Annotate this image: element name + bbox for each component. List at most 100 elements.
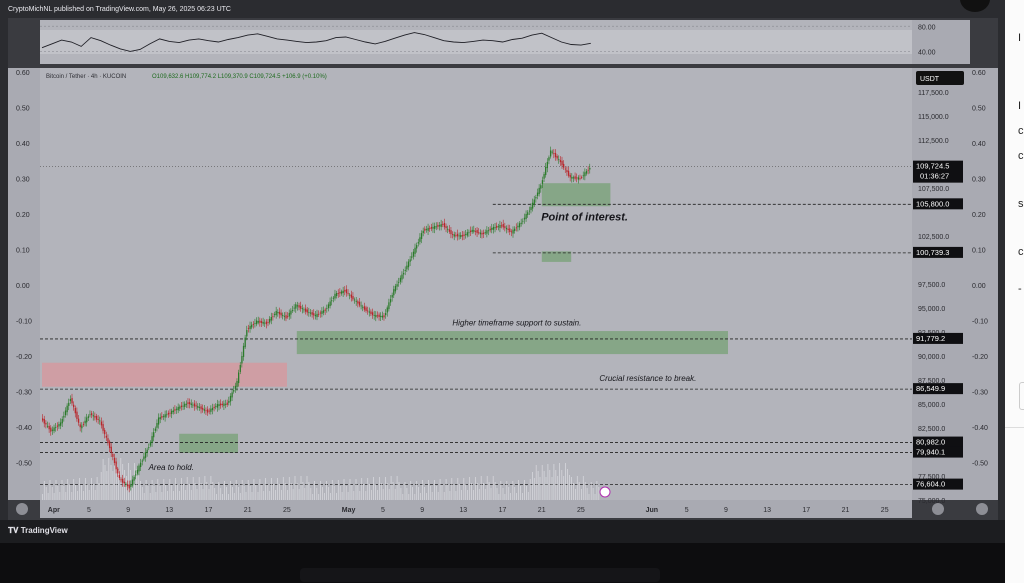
- candle-body: [540, 185, 542, 189]
- candle-body: [572, 177, 575, 179]
- candle-body: [556, 156, 558, 159]
- volume-bar: [555, 470, 557, 500]
- volume-bar: [253, 479, 255, 500]
- volume-bar: [273, 484, 274, 500]
- candle-body: [383, 315, 385, 318]
- candle-body: [254, 323, 256, 324]
- volume-bar: [392, 482, 394, 500]
- candle-body: [151, 436, 153, 444]
- left-axis-tick: -0.50: [16, 461, 32, 468]
- candle-body: [220, 403, 222, 406]
- volume-bar: [96, 477, 98, 500]
- volume-bar: [147, 486, 149, 500]
- candle-body: [398, 281, 400, 283]
- candle-body: [282, 314, 284, 316]
- candle-body: [432, 226, 434, 229]
- candle-body: [161, 416, 163, 418]
- volume-bar: [167, 491, 168, 500]
- right-axis-tick: 0.40: [972, 141, 986, 148]
- price-axis-tick: 107,500.0: [918, 186, 949, 193]
- volume-bar: [208, 489, 210, 500]
- volume-bar: [518, 480, 519, 500]
- candle-body: [340, 291, 343, 294]
- scale-settings-button: [932, 503, 944, 515]
- candle-body: [389, 299, 392, 303]
- candle-body: [184, 403, 186, 407]
- volume-bar: [228, 494, 229, 500]
- volume-bar: [543, 471, 545, 500]
- candle-body: [206, 409, 209, 413]
- volume-bar: [563, 476, 565, 500]
- volume-bar: [498, 494, 500, 500]
- volume-bar: [439, 479, 441, 500]
- candle-body: [211, 407, 214, 411]
- volume-bar: [567, 469, 568, 500]
- candle-body: [285, 315, 287, 319]
- candle-body: [365, 307, 367, 311]
- volume-bar: [186, 477, 188, 500]
- candle-body: [463, 234, 465, 236]
- volume-bar: [81, 485, 82, 500]
- volume-bar: [514, 487, 516, 500]
- volume-bar: [153, 486, 155, 500]
- candle-body: [332, 297, 335, 299]
- right-panel-box[interactable]: [1019, 382, 1024, 410]
- price-label-bg: [913, 198, 963, 210]
- candle-body: [375, 314, 377, 318]
- volume-bar: [91, 478, 92, 500]
- candle-body: [198, 407, 201, 408]
- price-label-bg: [913, 478, 963, 490]
- candle-body: [107, 438, 109, 444]
- candle-body: [334, 293, 336, 299]
- price-chart[interactable]: 80.00 40.00 0.60 0.60 0.50 0.50 0.40 0.40 0.30 0.…: [0, 0, 1005, 520]
- candle-body: [327, 304, 330, 309]
- right-panel-glyph: c: [1018, 150, 1024, 162]
- candle-body: [251, 324, 253, 328]
- candle-body: [386, 307, 388, 313]
- volume-bar: [377, 490, 378, 500]
- time-axis-tick: 17: [802, 507, 810, 514]
- candle-body: [350, 294, 352, 298]
- candle-body: [522, 220, 524, 222]
- candle-body: [437, 224, 439, 227]
- candle-body: [497, 226, 499, 228]
- volume-bar: [271, 478, 272, 500]
- candle-body: [260, 321, 263, 323]
- time-axis-tick: 5: [381, 507, 385, 514]
- volume-bar: [539, 477, 541, 500]
- candle-body: [236, 381, 238, 388]
- candle-body: [548, 157, 550, 161]
- candle-body: [55, 427, 57, 429]
- candle-body: [409, 259, 411, 262]
- candle-body: [466, 232, 468, 236]
- volume-bar: [282, 477, 284, 500]
- author-avatar[interactable]: [960, 0, 990, 12]
- candle-body: [185, 403, 188, 405]
- candle-body: [417, 242, 419, 244]
- right-axis-tick: 0.10: [972, 248, 986, 255]
- volume-bar: [435, 486, 437, 500]
- candle-body: [362, 306, 364, 308]
- volume-bar: [45, 487, 47, 500]
- right-axis-tick: -0.20: [972, 354, 988, 361]
- candle-body: [355, 300, 357, 302]
- rsi-line: [41, 32, 591, 52]
- candle-body: [419, 237, 421, 242]
- right-scale-button: [976, 503, 988, 515]
- candle-body: [344, 290, 346, 292]
- volume-bar: [441, 485, 443, 500]
- candle-body: [424, 228, 426, 231]
- tradingview-logo[interactable]: 𝐓𝐕 TradingView: [8, 526, 68, 536]
- right-axis-tick: -0.10: [972, 319, 988, 326]
- candle-body: [358, 301, 361, 306]
- volume-bar: [322, 487, 323, 500]
- candle-body: [187, 402, 189, 404]
- volume-bar: [149, 493, 151, 500]
- volume-bar: [183, 484, 184, 500]
- volume-bar: [198, 477, 200, 500]
- candle-body: [487, 230, 490, 232]
- volume-bar: [576, 476, 578, 500]
- resistance-zone: [42, 362, 287, 387]
- price-axis-tick: 95,000.0: [918, 306, 945, 313]
- left-axis-tick: 0.10: [16, 248, 30, 255]
